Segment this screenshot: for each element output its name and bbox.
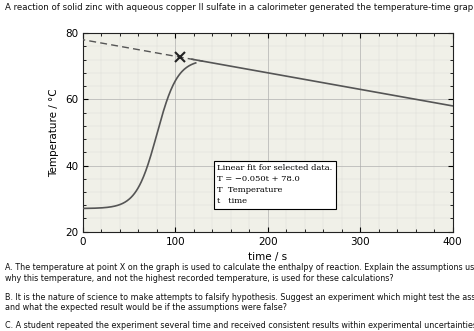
Text: C. A student repeated the experiment several time and received consistent result: C. A student repeated the experiment sev…	[5, 321, 474, 331]
Text: B. It is the nature of science to make attempts to falsify hypothesis. Suggest a: B. It is the nature of science to make a…	[5, 293, 474, 312]
Text: A. The temperature at point X on the graph is used to calculate the enthalpy of : A. The temperature at point X on the gra…	[5, 263, 474, 283]
Text: A reaction of solid zinc with aqueous copper II sulfate in a calorimeter generat: A reaction of solid zinc with aqueous co…	[5, 3, 474, 12]
Text: Linear fit for selected data.
T = −0.050t + 78.0
T  Temperature
t   time: Linear fit for selected data. T = −0.050…	[217, 164, 332, 205]
X-axis label: time / s: time / s	[248, 252, 287, 262]
Y-axis label: Temperature / °C: Temperature / °C	[49, 88, 59, 177]
